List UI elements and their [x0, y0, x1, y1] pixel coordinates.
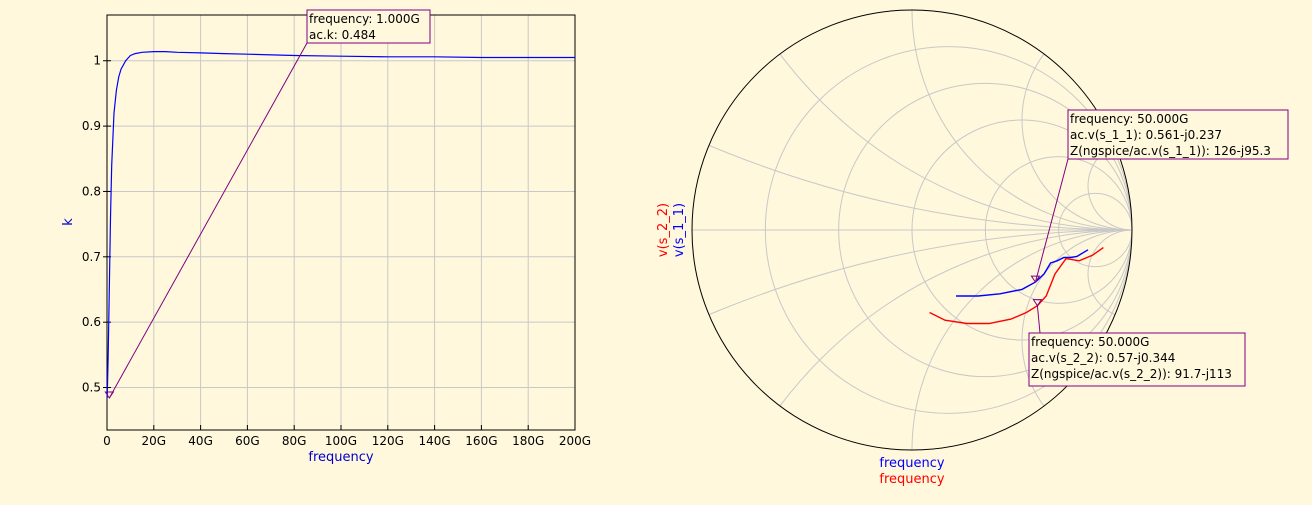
smith-series-s22 [929, 247, 1104, 325]
k-marker-triangle [104, 391, 115, 399]
smith-marker-text: ac.v(s_1_1): 0.561-j0.237 [1070, 128, 1222, 142]
k-chart-x-tick-label: 80G [282, 434, 307, 448]
k-chart-x-tick-label: 0 [103, 434, 111, 448]
smith-marker-text: frequency: 50.000G [1031, 335, 1149, 349]
k-chart-y-axis-label: k [61, 218, 76, 226]
smith-chart-grid [691, 9, 1133, 451]
k-stability-chart: 0 20G 40G 60G 80G 100G 120G 140G 160G 180G 200G 0.5… [61, 9, 591, 465]
smith-series-s11 [956, 249, 1089, 297]
k-chart-grid [106, 15, 576, 430]
smith-outer-circle [691, 9, 1133, 451]
k-chart-x-tick-label: 100G [325, 434, 357, 448]
smith-y-label-s22: v(s_2_2) [656, 203, 671, 257]
k-marker-leader-line [108, 42, 308, 399]
k-marker-box [306, 9, 431, 44]
smith-marker-text: frequency: 50.000G [1070, 112, 1188, 126]
k-chart-ticks: 0 20G 40G 60G 80G 100G 120G 140G 160G 180G 200G 0.5… [82, 54, 591, 448]
smith-reactance-arc [1087, 141, 1132, 231]
k-chart-x-tick-label: 160G [465, 434, 497, 448]
smith-marker-text: ac.v(s_2_2): 0.57-j0.344 [1031, 351, 1175, 365]
k-chart-x-tick-label: 140G [418, 434, 450, 448]
k-chart-x-tick-label: 40G [188, 434, 213, 448]
k-chart-y-tick-label: 0.5 [82, 381, 101, 395]
smith-marker-leader-line [1034, 158, 1069, 283]
smith-marker-box [1028, 332, 1246, 387]
smith-x-label-s11: frequency [879, 456, 945, 471]
k-marker-text: frequency: 1.000G [309, 12, 420, 26]
k-chart-y-tick-label: 0.9 [82, 119, 101, 133]
smith-reactance-arc [1087, 229, 1132, 319]
smith-reactance-arc [1021, 229, 1132, 450]
k-series-line [106, 50, 575, 399]
k-chart-y-tick-label: 0.6 [82, 315, 101, 329]
k-chart-x-tick-label: 60G [235, 434, 260, 448]
smith-marker-text: Z(ngspice/ac.v(s_1_1)): 126-j95.3 [1070, 144, 1271, 158]
smith-marker-box [1067, 109, 1289, 160]
smith-chart-series [929, 247, 1104, 325]
k-chart-x-tick-label: 180G [512, 434, 544, 448]
smith-marker-triangle [1030, 275, 1041, 284]
k-chart-x-tick-label: 200G [559, 434, 591, 448]
k-chart-marker: frequency: 1.000G ac.k: 0.484 [104, 9, 431, 399]
smith-marker-triangle [1032, 299, 1043, 307]
k-marker-text: ac.k: 0.484 [309, 28, 376, 42]
smith-chart-markers: frequency: 50.000G ac.v(s_1_1): 0.561-j0.… [1028, 109, 1289, 387]
k-chart-x-axis-label: frequency [308, 450, 374, 465]
k-chart-y-tick-label: 1 [93, 54, 101, 68]
smith-chart: frequency: 50.000G ac.v(s_1_1): 0.561-j0.… [656, 9, 1289, 487]
k-chart-x-tick-label: 20G [142, 434, 167, 448]
smith-marker-text: Z(ngspice/ac.v(s_2_2)): 91.7-j113 [1031, 367, 1232, 381]
smith-marker-leader-line [1036, 305, 1041, 334]
k-chart-series [106, 50, 575, 399]
smith-y-label-s11: v(s_1_1) [672, 203, 687, 257]
k-chart-y-tick-label: 0.7 [82, 250, 101, 264]
smith-reactance-arc [1021, 10, 1132, 231]
k-chart-x-tick-label: 120G [372, 434, 404, 448]
k-chart-y-tick-label: 0.8 [82, 184, 101, 198]
smith-x-label-s22: frequency [879, 472, 945, 487]
